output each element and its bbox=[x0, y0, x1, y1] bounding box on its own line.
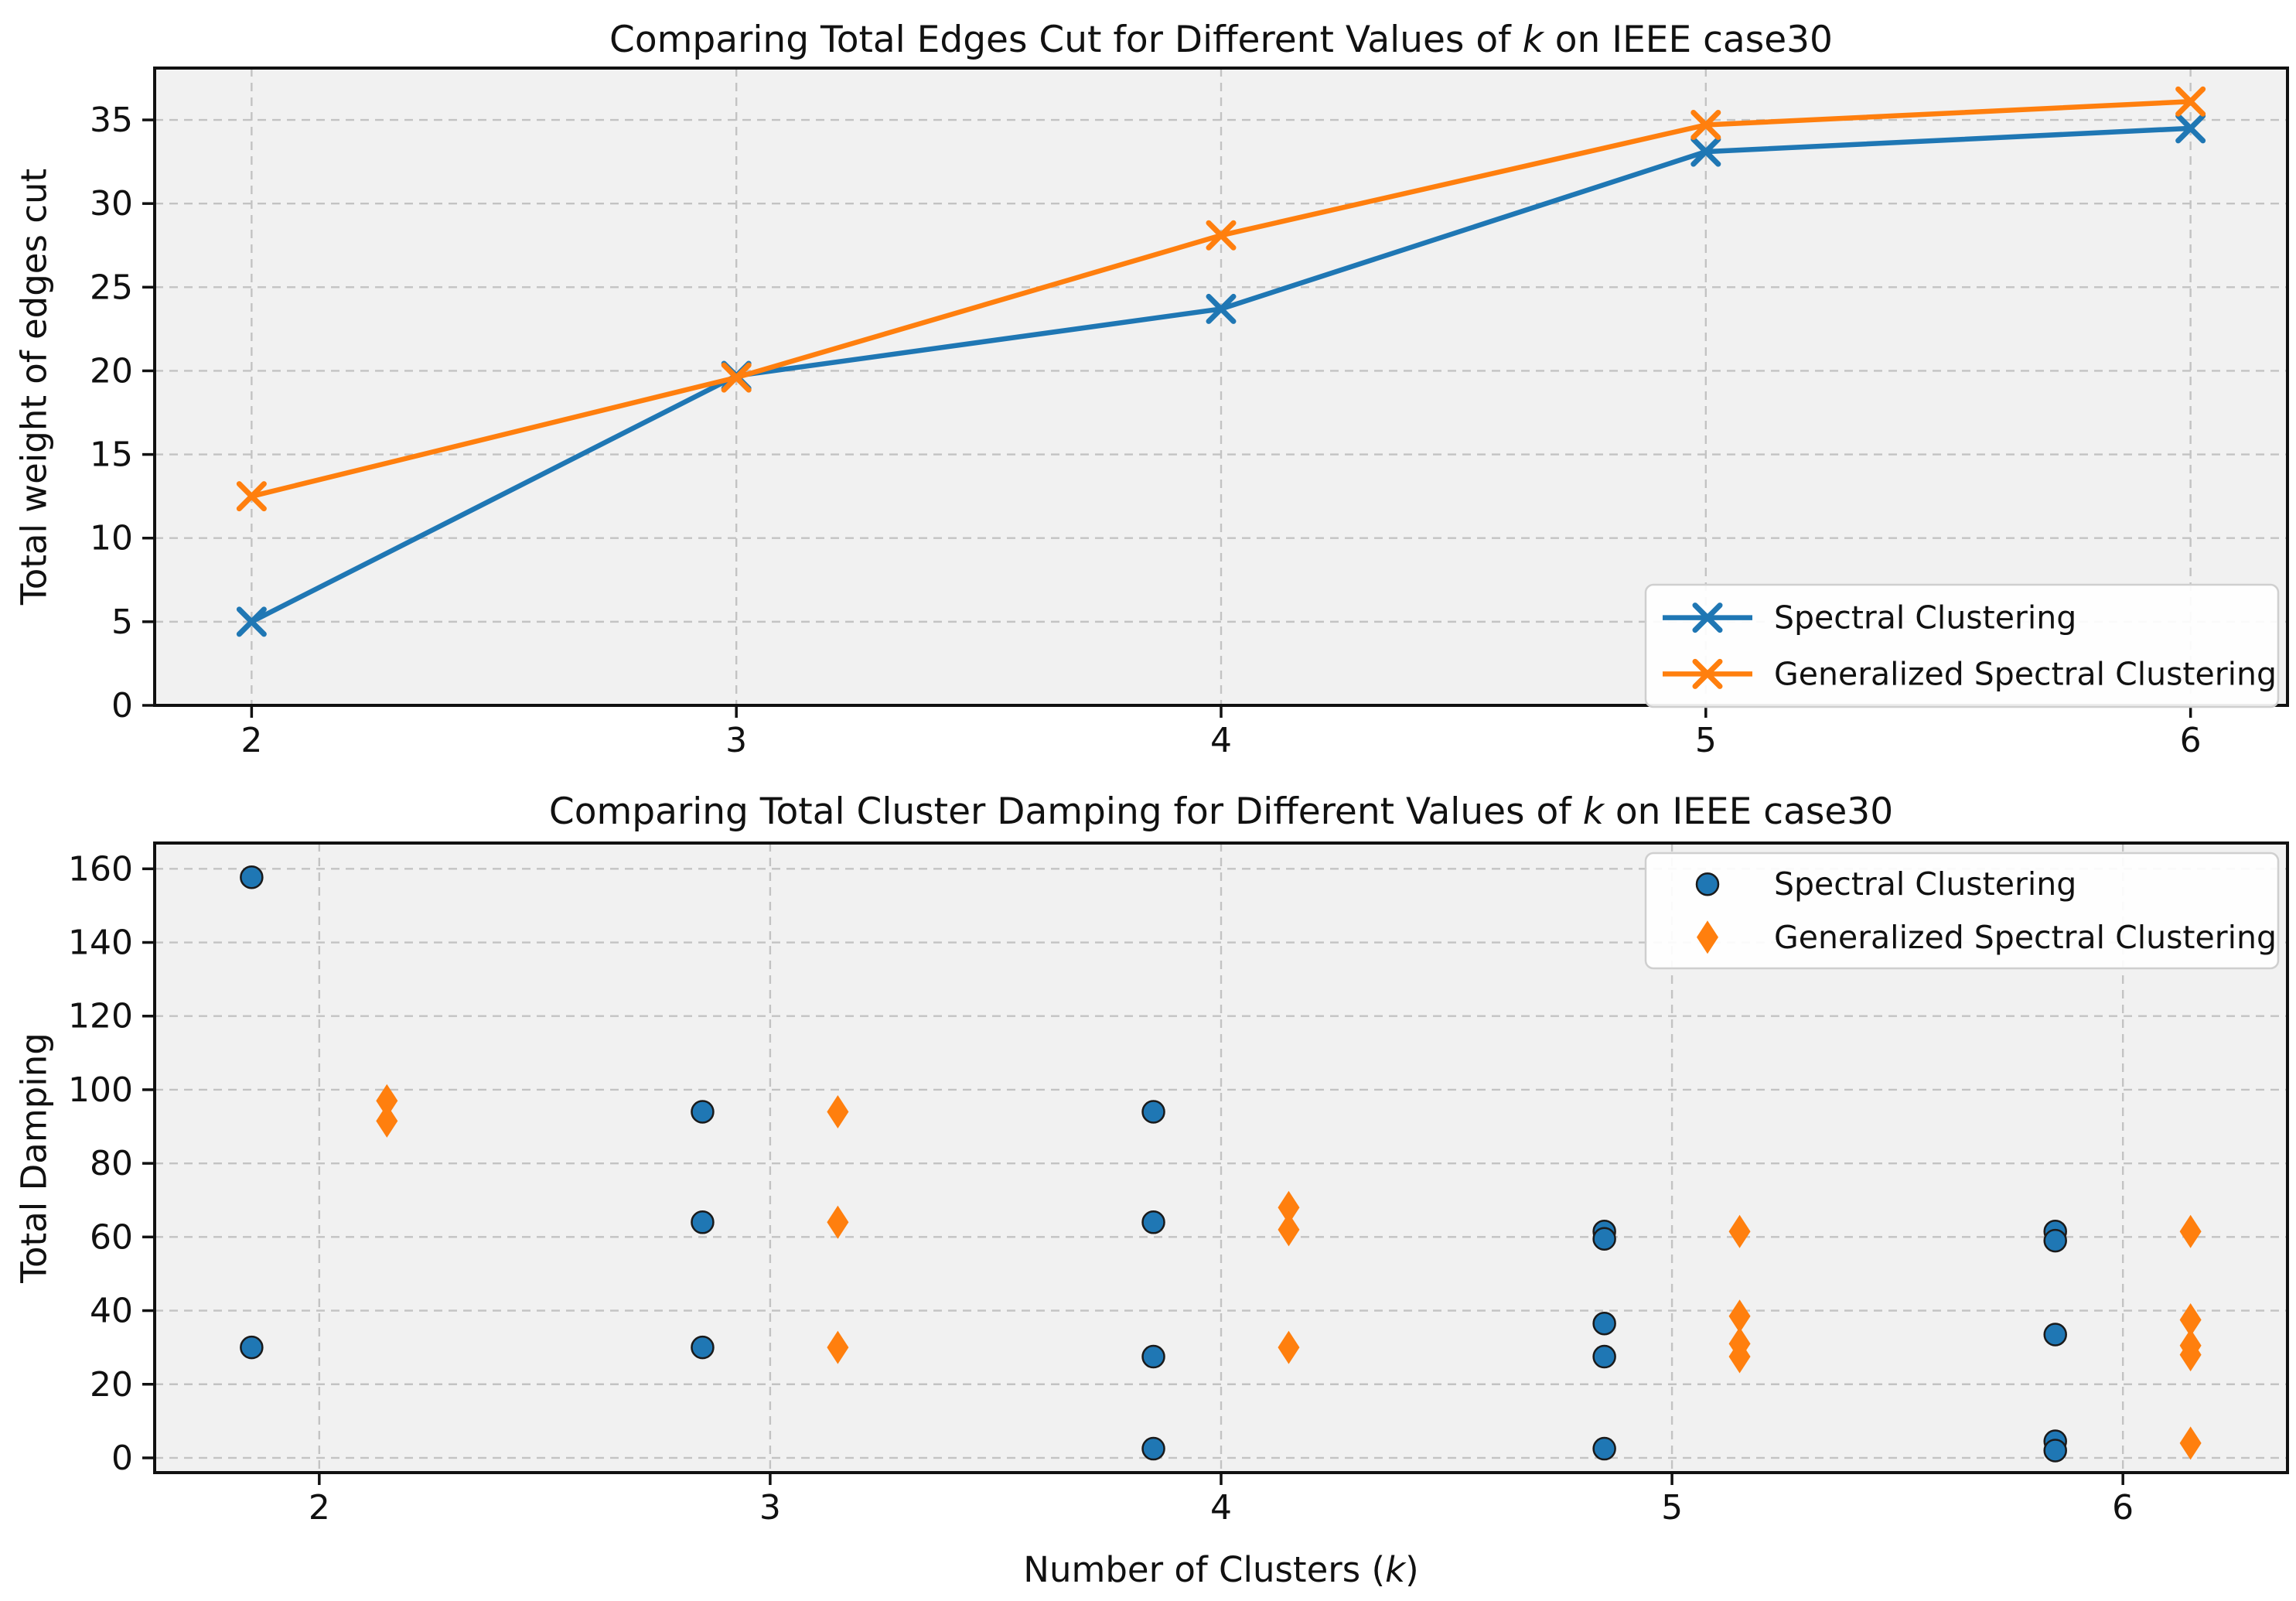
marker-generalized-spectral-clustering bbox=[1690, 110, 1721, 141]
data-point-spectral-clustering bbox=[1141, 1210, 1165, 1234]
bottom-chart-ylabel: Total Damping bbox=[13, 1033, 55, 1283]
x-tick-label: 4 bbox=[1210, 721, 1232, 760]
top-chart-ylabel: Total weight of edges cut bbox=[13, 168, 55, 606]
data-point-generalized-spectral-clustering bbox=[2179, 1214, 2202, 1248]
top-chart-title-text: Comparing Total Edges Cut for Different … bbox=[609, 19, 1523, 61]
marker-generalized-spectral-clustering bbox=[721, 362, 752, 393]
data-point-spectral-clustering bbox=[691, 1100, 715, 1124]
y-tick-label: 120 bbox=[68, 997, 133, 1036]
legend-marker-spectral-clustering bbox=[1695, 872, 1720, 896]
x-tick-label: 2 bbox=[309, 1488, 330, 1528]
x-tick-label: 6 bbox=[2180, 721, 2202, 760]
x-tick-label: 6 bbox=[2112, 1488, 2134, 1528]
x-tick-label: 4 bbox=[1210, 1488, 1232, 1528]
data-point-spectral-clustering bbox=[1592, 1436, 1616, 1461]
data-point-generalized-spectral-clustering bbox=[2179, 1302, 2202, 1336]
data-point-spectral-clustering bbox=[240, 1335, 264, 1360]
bottom-chart-xlabel-text: Number of Clusters ( bbox=[1023, 1549, 1386, 1590]
y-tick-label: 140 bbox=[68, 923, 133, 963]
bottom-chart-xlabel: Number of Clusters (k) bbox=[155, 1550, 2287, 1590]
data-point-spectral-clustering bbox=[691, 1210, 715, 1234]
data-point-generalized-spectral-clustering bbox=[2179, 1426, 2202, 1460]
y-tick-label: 10 bbox=[90, 519, 133, 558]
data-point-spectral-clustering bbox=[1141, 1436, 1165, 1461]
top-chart-title: Comparing Total Edges Cut for Different … bbox=[155, 19, 2287, 62]
marker-spectral-clustering bbox=[1690, 136, 1721, 167]
data-point-generalized-spectral-clustering bbox=[376, 1084, 398, 1118]
y-tick-label: 80 bbox=[90, 1144, 133, 1183]
data-point-spectral-clustering bbox=[1141, 1344, 1165, 1369]
bottom-chart-title-text: Comparing Total Cluster Damping for Diff… bbox=[548, 790, 1583, 833]
legend-box bbox=[1644, 583, 2280, 708]
data-point-spectral-clustering bbox=[2043, 1228, 2067, 1253]
legend-label: Generalized Spectral Clustering bbox=[1774, 919, 2277, 956]
data-point-spectral-clustering bbox=[1592, 1344, 1616, 1369]
marker-generalized-spectral-clustering bbox=[2175, 86, 2206, 117]
data-point-generalized-spectral-clustering bbox=[376, 1104, 398, 1138]
y-tick-label: 0 bbox=[111, 686, 133, 725]
data-point-generalized-spectral-clustering bbox=[1728, 1340, 1751, 1374]
data-point-spectral-clustering bbox=[2043, 1439, 2067, 1463]
marker-spectral-clustering bbox=[2175, 113, 2206, 144]
legend-marker-generalized-spectral-clustering bbox=[1692, 658, 1723, 689]
data-point-spectral-clustering bbox=[240, 865, 264, 889]
y-tick-label: 60 bbox=[90, 1217, 133, 1257]
data-point-generalized-spectral-clustering bbox=[1728, 1214, 1751, 1248]
y-tick-label: 160 bbox=[68, 849, 133, 889]
y-tick-label: 15 bbox=[90, 435, 133, 475]
x-tick-label: 2 bbox=[241, 721, 262, 760]
legend-label: Spectral Clustering bbox=[1774, 599, 2076, 637]
legend-label: Generalized Spectral Clustering bbox=[1774, 655, 2277, 692]
legend-label: Spectral Clustering bbox=[1774, 865, 2076, 903]
data-point-generalized-spectral-clustering bbox=[2179, 1338, 2202, 1372]
data-point-generalized-spectral-clustering bbox=[1278, 1190, 1300, 1224]
y-tick-label: 100 bbox=[68, 1070, 133, 1110]
x-tick-label: 3 bbox=[759, 1488, 781, 1528]
bottom-chart-title-suffix: on IEEE case30 bbox=[1603, 790, 1894, 833]
y-tick-label: 40 bbox=[90, 1292, 133, 1331]
x-tick-label: 5 bbox=[1695, 721, 1717, 760]
top-chart-title-italic-k: k bbox=[1522, 19, 1544, 61]
y-tick-label: 0 bbox=[111, 1439, 133, 1478]
data-point-generalized-spectral-clustering bbox=[1728, 1299, 1751, 1333]
data-point-spectral-clustering bbox=[2043, 1323, 2067, 1347]
bottom-chart-xlabel-suffix: ) bbox=[1405, 1549, 1419, 1590]
bottom-chart-title: Comparing Total Cluster Damping for Diff… bbox=[155, 790, 2287, 834]
legend-marker-spectral-clustering bbox=[1692, 603, 1723, 633]
data-point-generalized-spectral-clustering bbox=[1278, 1213, 1300, 1247]
data-point-spectral-clustering bbox=[691, 1335, 715, 1360]
y-tick-label: 25 bbox=[90, 268, 133, 307]
bottom-chart-xlabel-italic-k: k bbox=[1385, 1549, 1406, 1590]
marker-spectral-clustering bbox=[236, 606, 267, 637]
y-tick-label: 35 bbox=[90, 101, 133, 140]
legend-marker-generalized-spectral-clustering bbox=[1697, 920, 1718, 954]
y-tick-label: 20 bbox=[90, 351, 133, 391]
y-tick-label: 20 bbox=[90, 1365, 133, 1405]
data-point-spectral-clustering bbox=[1592, 1227, 1616, 1251]
x-tick-label: 3 bbox=[725, 721, 747, 760]
data-point-generalized-spectral-clustering bbox=[827, 1094, 849, 1128]
marker-generalized-spectral-clustering bbox=[1206, 220, 1237, 251]
x-tick-label: 5 bbox=[1661, 1488, 1683, 1528]
data-point-generalized-spectral-clustering bbox=[827, 1330, 849, 1364]
data-point-spectral-clustering bbox=[1592, 1311, 1616, 1336]
data-point-spectral-clustering bbox=[1141, 1100, 1165, 1124]
data-point-generalized-spectral-clustering bbox=[827, 1205, 849, 1239]
y-tick-label: 30 bbox=[90, 184, 133, 224]
marker-spectral-clustering bbox=[1206, 293, 1237, 324]
marker-generalized-spectral-clustering bbox=[236, 481, 267, 512]
bottom-chart-title-italic-k: k bbox=[1582, 790, 1604, 833]
data-point-generalized-spectral-clustering bbox=[1278, 1330, 1300, 1364]
legend-box bbox=[1644, 852, 2280, 970]
top-chart-title-suffix: on IEEE case30 bbox=[1543, 19, 1833, 61]
y-tick-label: 5 bbox=[111, 603, 133, 642]
